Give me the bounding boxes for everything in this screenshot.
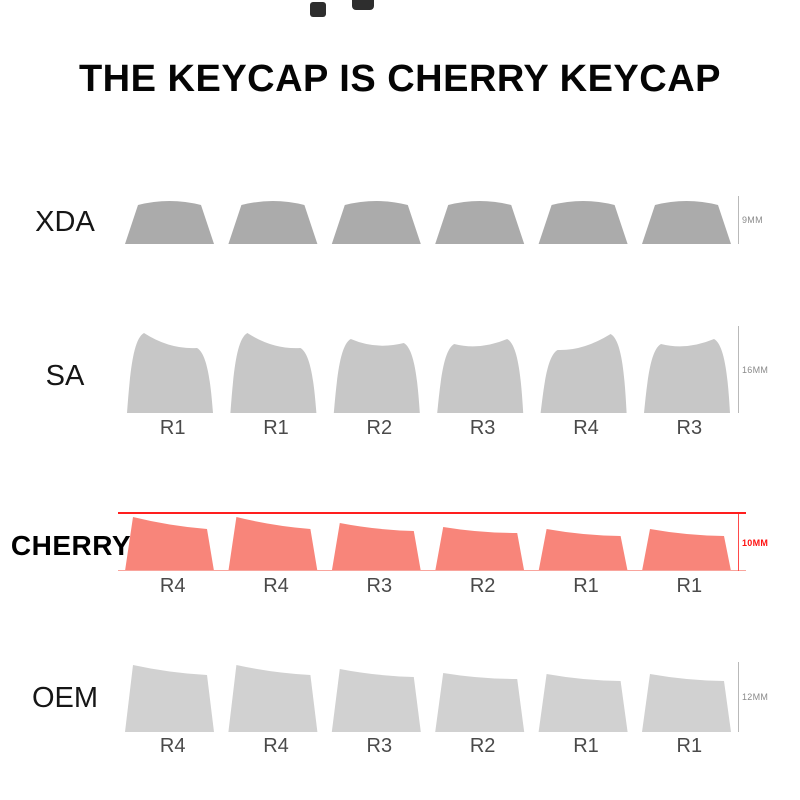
height-label-sa: 16MM [742,364,769,375]
key-row-labels-cherry: R4 R4 R3 R2 R1 R1 [121,575,741,598]
key-row-label: R4 [263,575,289,597]
keycap-xda-1 [125,201,214,244]
keycap-cherry-5 [538,529,628,571]
highlight-line-bottom [118,570,746,571]
measure-tick [738,326,739,413]
keycap-sa-1 [127,333,213,413]
key-row-label: R1 [573,735,599,757]
key-row-label: R1 [676,735,703,757]
profile-name-oem: OEM [31,682,99,714]
key-row-label: R1 [676,575,703,597]
key-row-label: R2 [469,735,496,757]
key-row-labels-sa: R1 R1 R2 R3 R4 R3 [121,417,741,440]
key-row-labels-oem: R4 R4 R3 R2 R1 R1 [121,735,741,758]
profile-name-xda: XDA [35,206,95,238]
keycap-row-sa [127,333,730,413]
key-row-label: R1 [573,575,599,597]
cropped-image-artifact [310,2,326,17]
keycap-xda-3 [331,201,421,244]
key-row-label: R3 [676,417,703,439]
keycap-cherry-1 [125,517,214,571]
keycap-sa-2 [230,333,317,413]
key-row-label: R4 [159,735,186,757]
key-row-label: R3 [469,417,496,439]
profile-name-sa: SA [45,360,85,392]
keycap-row-oem [125,665,731,732]
key-row-label: R4 [573,417,599,439]
keycap-xda-6 [642,201,731,244]
key-row-label: R2 [469,575,496,597]
keycap-oem-1 [125,665,214,732]
keycap-cherry-3 [331,523,421,571]
keycap-sa-6 [644,339,730,413]
keycap-xda-5 [538,201,628,244]
key-row-label: R1 [263,417,289,439]
measure-tick [738,662,739,732]
keycap-oem-3 [331,669,421,732]
keycap-oem-6 [642,674,731,732]
height-label-cherry: 10MM [742,537,769,548]
keycap-xda-4 [435,201,525,244]
profile-name-cherry: CHERRY [10,530,132,561]
key-row-label: R1 [159,417,186,439]
key-row-label: R3 [366,735,393,757]
page-title: THE KEYCAP IS CHERRY KEYCAP [78,58,722,100]
keycap-row-cherry [125,517,731,571]
key-row-label: R2 [366,417,393,439]
keycap-sa-5 [540,334,627,413]
key-row-label: R4 [263,735,289,757]
keycap-oem-4 [435,673,525,732]
key-row-label: R4 [159,575,186,597]
keycap-row-xda [125,201,731,244]
keycap-oem-5 [538,674,628,732]
keycap-cherry-2 [228,517,318,571]
keycap-xda-2 [228,201,318,244]
key-row-label: R3 [366,575,393,597]
height-label-oem: 12MM [742,692,769,702]
keycap-cherry-6 [642,529,731,571]
keycap-sa-4 [437,339,524,413]
keycap-cherry-4 [435,527,525,571]
keycap-oem-2 [228,665,318,732]
highlight-line-top [118,512,746,514]
measure-tick [738,196,739,244]
measure-tick [738,514,739,571]
height-label-xda: 9MM [742,215,763,225]
cropped-image-artifact [352,0,374,10]
keycap-sa-3 [333,339,420,413]
